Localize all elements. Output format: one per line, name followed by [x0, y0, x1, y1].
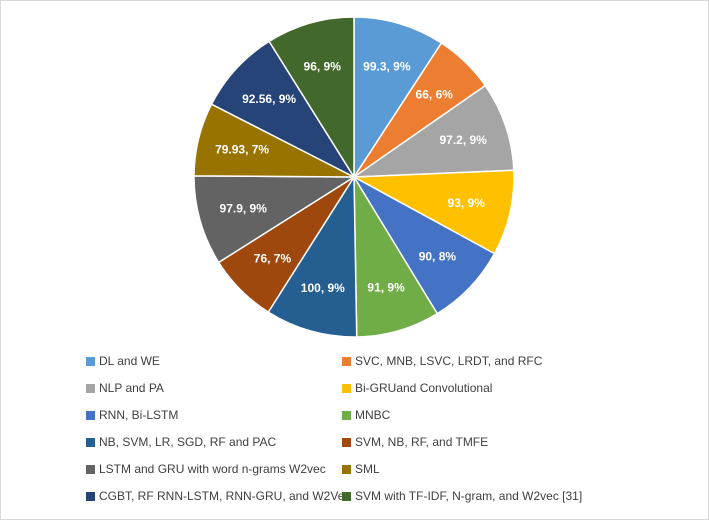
- legend-label: SVM with TF-IDF, N-gram, and W2vec [31]: [355, 489, 583, 503]
- data-label-11: 92.56, 9%: [242, 92, 296, 106]
- legend-item-1: DL and WE: [86, 352, 160, 370]
- legend-item-2: SVC, MNB, LSVC, LRDT, and RFC: [342, 352, 542, 370]
- legend-swatch: [342, 464, 351, 474]
- legend-item-12: SVM with TF-IDF, N-gram, and W2vec [31]: [342, 487, 582, 505]
- legend-item-8: SVM, NB, RF, and TMFE: [342, 433, 488, 451]
- data-label-2: 66, 6%: [416, 87, 454, 101]
- legend-label: NLP and PA: [99, 381, 164, 395]
- pie-slice-3: [351, 84, 515, 178]
- legend-label: MNBC: [355, 408, 391, 422]
- legend-label: CGBT, RF RNN-LSTM, RNN-GRU, and W2Vec: [99, 489, 351, 503]
- pie-chart: 99.3, 9% 66, 6% 97.2, 9% 93, 9% 90, 8% 91, 9%…: [193, 16, 515, 338]
- legend-swatch: [86, 356, 95, 366]
- data-label-12: 96, 9%: [304, 59, 342, 73]
- data-label-5: 90, 8%: [419, 249, 457, 263]
- legend-item-11: CGBT, RF RNN-LSTM, RNN-GRU, and W2Vec: [86, 487, 350, 505]
- legend-label: Bi-GRUand Convolutional: [355, 381, 493, 395]
- legend-item-4: Bi-GRUand Convolutional: [342, 379, 492, 397]
- legend-item-7: NB, SVM, LR, SGD, RF and PAC: [86, 433, 276, 451]
- data-label-7: 100, 9%: [301, 281, 345, 295]
- data-label-6: 91, 9%: [367, 281, 405, 295]
- legend-swatch: [86, 437, 95, 447]
- data-label-3: 97.2, 9%: [439, 133, 487, 147]
- legend-label: DL and WE: [99, 354, 160, 368]
- pie-slice-6: [353, 174, 439, 338]
- pie-slice-11: [210, 40, 357, 179]
- legend-label: SVC, MNB, LSVC, LRDT, and RFC: [355, 354, 543, 368]
- legend-item-3: NLP and PA: [86, 379, 164, 397]
- legend-item-10: SML: [342, 460, 380, 478]
- data-label-10: 79.93, 7%: [215, 143, 269, 157]
- legend-item-5: RNN, Bi-LSTM: [86, 406, 178, 424]
- data-label-8: 76, 7%: [254, 251, 292, 265]
- legend-label: SML: [355, 462, 380, 476]
- legend-label: LSTM and GRU with word n-grams W2vec: [99, 462, 326, 476]
- legend-swatch: [342, 383, 351, 393]
- legend-swatch: [86, 491, 95, 501]
- pie-slice-9: [193, 175, 357, 264]
- legend-item-6: MNBC: [342, 406, 390, 424]
- data-label-1: 99.3, 9%: [363, 60, 411, 74]
- legend-swatch: [342, 491, 351, 501]
- legend-label: NB, SVM, LR, SGD, RF and PAC: [99, 435, 277, 449]
- data-label-9: 97.9, 9%: [220, 202, 268, 216]
- legend-label: RNN, Bi-LSTM: [99, 408, 179, 422]
- legend-swatch: [86, 383, 95, 393]
- legend-swatch: [342, 410, 351, 420]
- legend-label: SVM, NB, RF, and TMFE: [355, 435, 489, 449]
- data-label-4: 93, 9%: [448, 196, 486, 210]
- pie-slice-4: [351, 169, 515, 255]
- chart-legend: DL and WE SVC, MNB, LSVC, LRDT, and RFC NL…: [80, 352, 680, 512]
- legend-swatch: [86, 410, 95, 420]
- pie-slice-1: [353, 16, 443, 180]
- legend-swatch: [342, 356, 351, 366]
- legend-item-9: LSTM and GRU with word n-grams W2vec: [86, 460, 326, 478]
- pie-slice-12: [268, 16, 355, 180]
- pie-slice-7: [267, 174, 358, 338]
- legend-swatch: [86, 464, 95, 474]
- legend-swatch: [342, 437, 351, 447]
